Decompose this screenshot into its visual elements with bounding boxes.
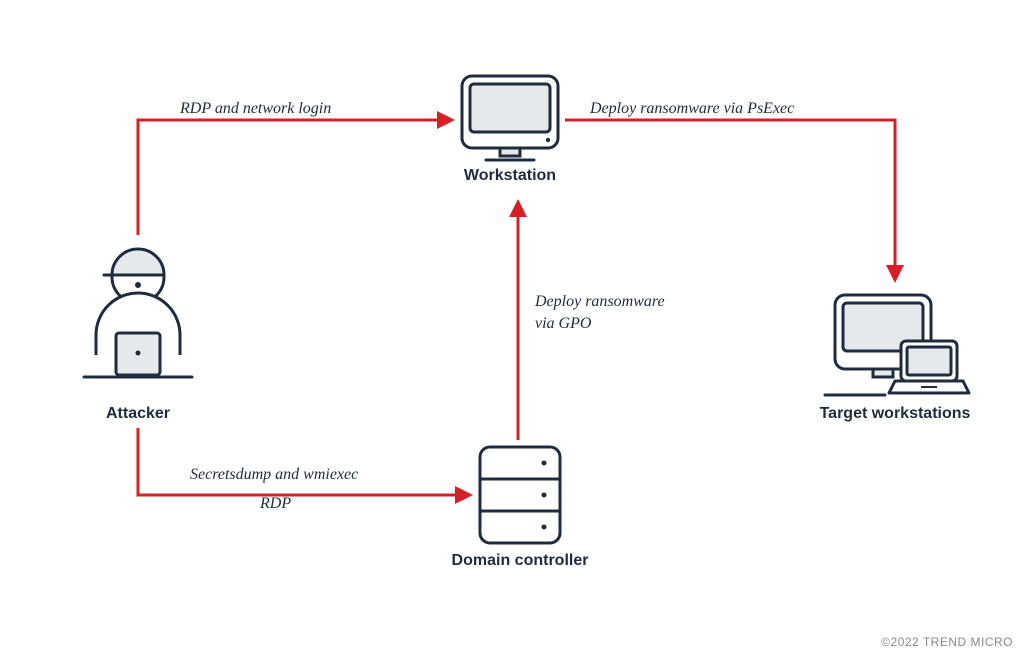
node-workstation-label: Workstation bbox=[464, 167, 556, 184]
edge-workstation-targets bbox=[565, 120, 895, 280]
node-dc-label: Domain controller bbox=[452, 552, 589, 569]
edge-label-rdp-login: RDP and network login bbox=[179, 100, 331, 117]
node-attacker bbox=[84, 249, 192, 377]
node-target-workstations bbox=[825, 295, 969, 395]
edge-label-psexec: Deploy ransomware via PsExec bbox=[589, 100, 794, 117]
node-domain-controller bbox=[480, 447, 560, 543]
edge-label-gpo-2: via GPO bbox=[535, 315, 592, 332]
edge-attacker-dc bbox=[138, 428, 470, 495]
node-workstation bbox=[462, 76, 558, 160]
node-targets-label: Target workstations bbox=[820, 405, 971, 422]
edge-attacker-workstation bbox=[138, 120, 452, 235]
edge-label-secretsdump: Secretsdump and wmiexec bbox=[190, 466, 358, 483]
edge-label-rdp2: RDP bbox=[259, 495, 291, 512]
node-attacker-label: Attacker bbox=[106, 405, 170, 422]
attack-flow-diagram: Attacker Workstation Domain controller bbox=[0, 0, 1031, 657]
copyright-text: ©2022 TREND MICRO bbox=[881, 635, 1013, 649]
edge-label-gpo-1: Deploy ransomware bbox=[534, 293, 665, 310]
